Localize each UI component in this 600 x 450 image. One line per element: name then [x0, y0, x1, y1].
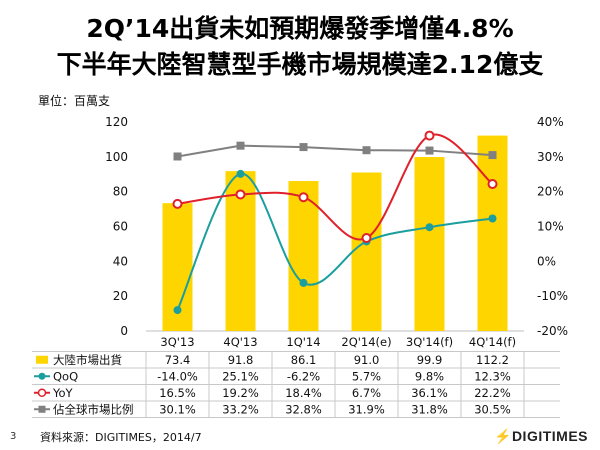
series-line	[177, 144, 493, 158]
table-value: 12.3%	[474, 369, 511, 383]
series-point	[362, 146, 371, 155]
series-point	[235, 189, 246, 200]
right-tick-label: -10%	[537, 289, 568, 303]
table-value: 16.5%	[159, 386, 196, 400]
table-value: 91.8	[228, 353, 254, 367]
series-point	[172, 198, 183, 209]
left-tick-label: 0	[120, 324, 128, 338]
right-tick-label: 10%	[537, 220, 564, 234]
legend-label: 大陸市場出貨	[53, 353, 122, 367]
series-point	[299, 278, 308, 287]
table-value: 6.7%	[352, 386, 381, 400]
series-point	[425, 223, 434, 232]
left-tick-label: 100	[105, 150, 128, 164]
series-point	[424, 130, 435, 141]
legend-label: YoY	[52, 386, 74, 400]
title-line-2: 下半年大陸智慧型手機市場規模達2.12億支	[56, 50, 544, 79]
title-line-1: 2Q’14出貨未如預期爆發季增僅4.8%	[86, 14, 514, 43]
table-value: -14.0%	[157, 369, 198, 383]
table-value: 31.8%	[411, 402, 448, 416]
right-tick-label: -20%	[537, 324, 568, 338]
table-value: 73.4	[165, 353, 191, 367]
bar	[477, 135, 508, 331]
category-label: 2Q'14(e)	[341, 335, 391, 349]
table-value: 25.1%	[222, 369, 259, 383]
series-point	[173, 152, 182, 161]
series-point	[299, 143, 308, 152]
series-point	[425, 146, 434, 155]
table-value: 32.8%	[285, 402, 322, 416]
table-value: 19.2%	[222, 386, 259, 400]
legend-key-marker	[38, 405, 46, 413]
table-value: 5.7%	[352, 369, 381, 383]
series-point	[236, 141, 245, 150]
page-number: 3	[10, 431, 17, 442]
table-value: 18.4%	[285, 386, 322, 400]
series-point	[488, 151, 497, 160]
legend-key-marker	[38, 372, 46, 380]
left-tick-label: 80	[113, 185, 128, 199]
table-value: 91.0	[354, 353, 380, 367]
table-value: 86.1	[291, 353, 317, 367]
category-label: 3Q'13	[160, 335, 194, 349]
left-tick-label: 60	[113, 220, 128, 234]
table-value: 99.9	[417, 353, 443, 367]
table-value: 31.9%	[348, 402, 385, 416]
table-value: 30.5%	[474, 402, 511, 416]
right-tick-label: 20%	[537, 185, 564, 199]
series-point	[488, 214, 497, 223]
category-label: 3Q'14(f)	[406, 335, 453, 349]
table-value: 112.2	[476, 353, 509, 367]
category-label: 4Q'14(f)	[469, 335, 516, 349]
series-point	[361, 232, 372, 243]
series-point	[298, 192, 309, 203]
table-value: 36.1%	[411, 386, 448, 400]
right-tick-label: 30%	[537, 150, 564, 164]
digitimes-logo: ⚡DIGITIMES	[494, 428, 588, 445]
table-value: -6.2%	[287, 369, 320, 383]
series-point	[487, 179, 498, 190]
table-value: 33.2%	[222, 402, 259, 416]
bar	[288, 181, 319, 331]
unit-label: 單位：百萬支	[38, 94, 111, 108]
category-label: 1Q'14	[286, 335, 320, 349]
table-value: 9.8%	[415, 369, 444, 383]
legend-key-bar	[36, 355, 48, 364]
table-value: 22.2%	[474, 386, 511, 400]
right-tick-label: 40%	[537, 115, 564, 129]
logo-text: DIGITIMES	[511, 428, 588, 444]
left-tick-label: 120	[105, 115, 128, 129]
bar	[414, 157, 445, 331]
left-tick-label: 20	[113, 289, 128, 303]
table-value: 30.1%	[159, 402, 196, 416]
legend-key-marker	[37, 388, 47, 397]
source-note: 資料來源：DIGITIMES，2014/7	[40, 431, 202, 444]
right-tick-label: 0%	[537, 254, 556, 268]
logo-bolt-icon: ⚡	[494, 428, 512, 444]
category-label: 4Q'13	[223, 335, 257, 349]
series-point	[236, 169, 245, 178]
bar	[351, 172, 382, 331]
legend-label: QoQ	[53, 369, 78, 383]
series-line	[176, 172, 493, 311]
left-tick-label: 40	[113, 254, 128, 268]
series-point	[173, 306, 182, 315]
legend-label: 佔全球市場比例	[53, 402, 134, 416]
